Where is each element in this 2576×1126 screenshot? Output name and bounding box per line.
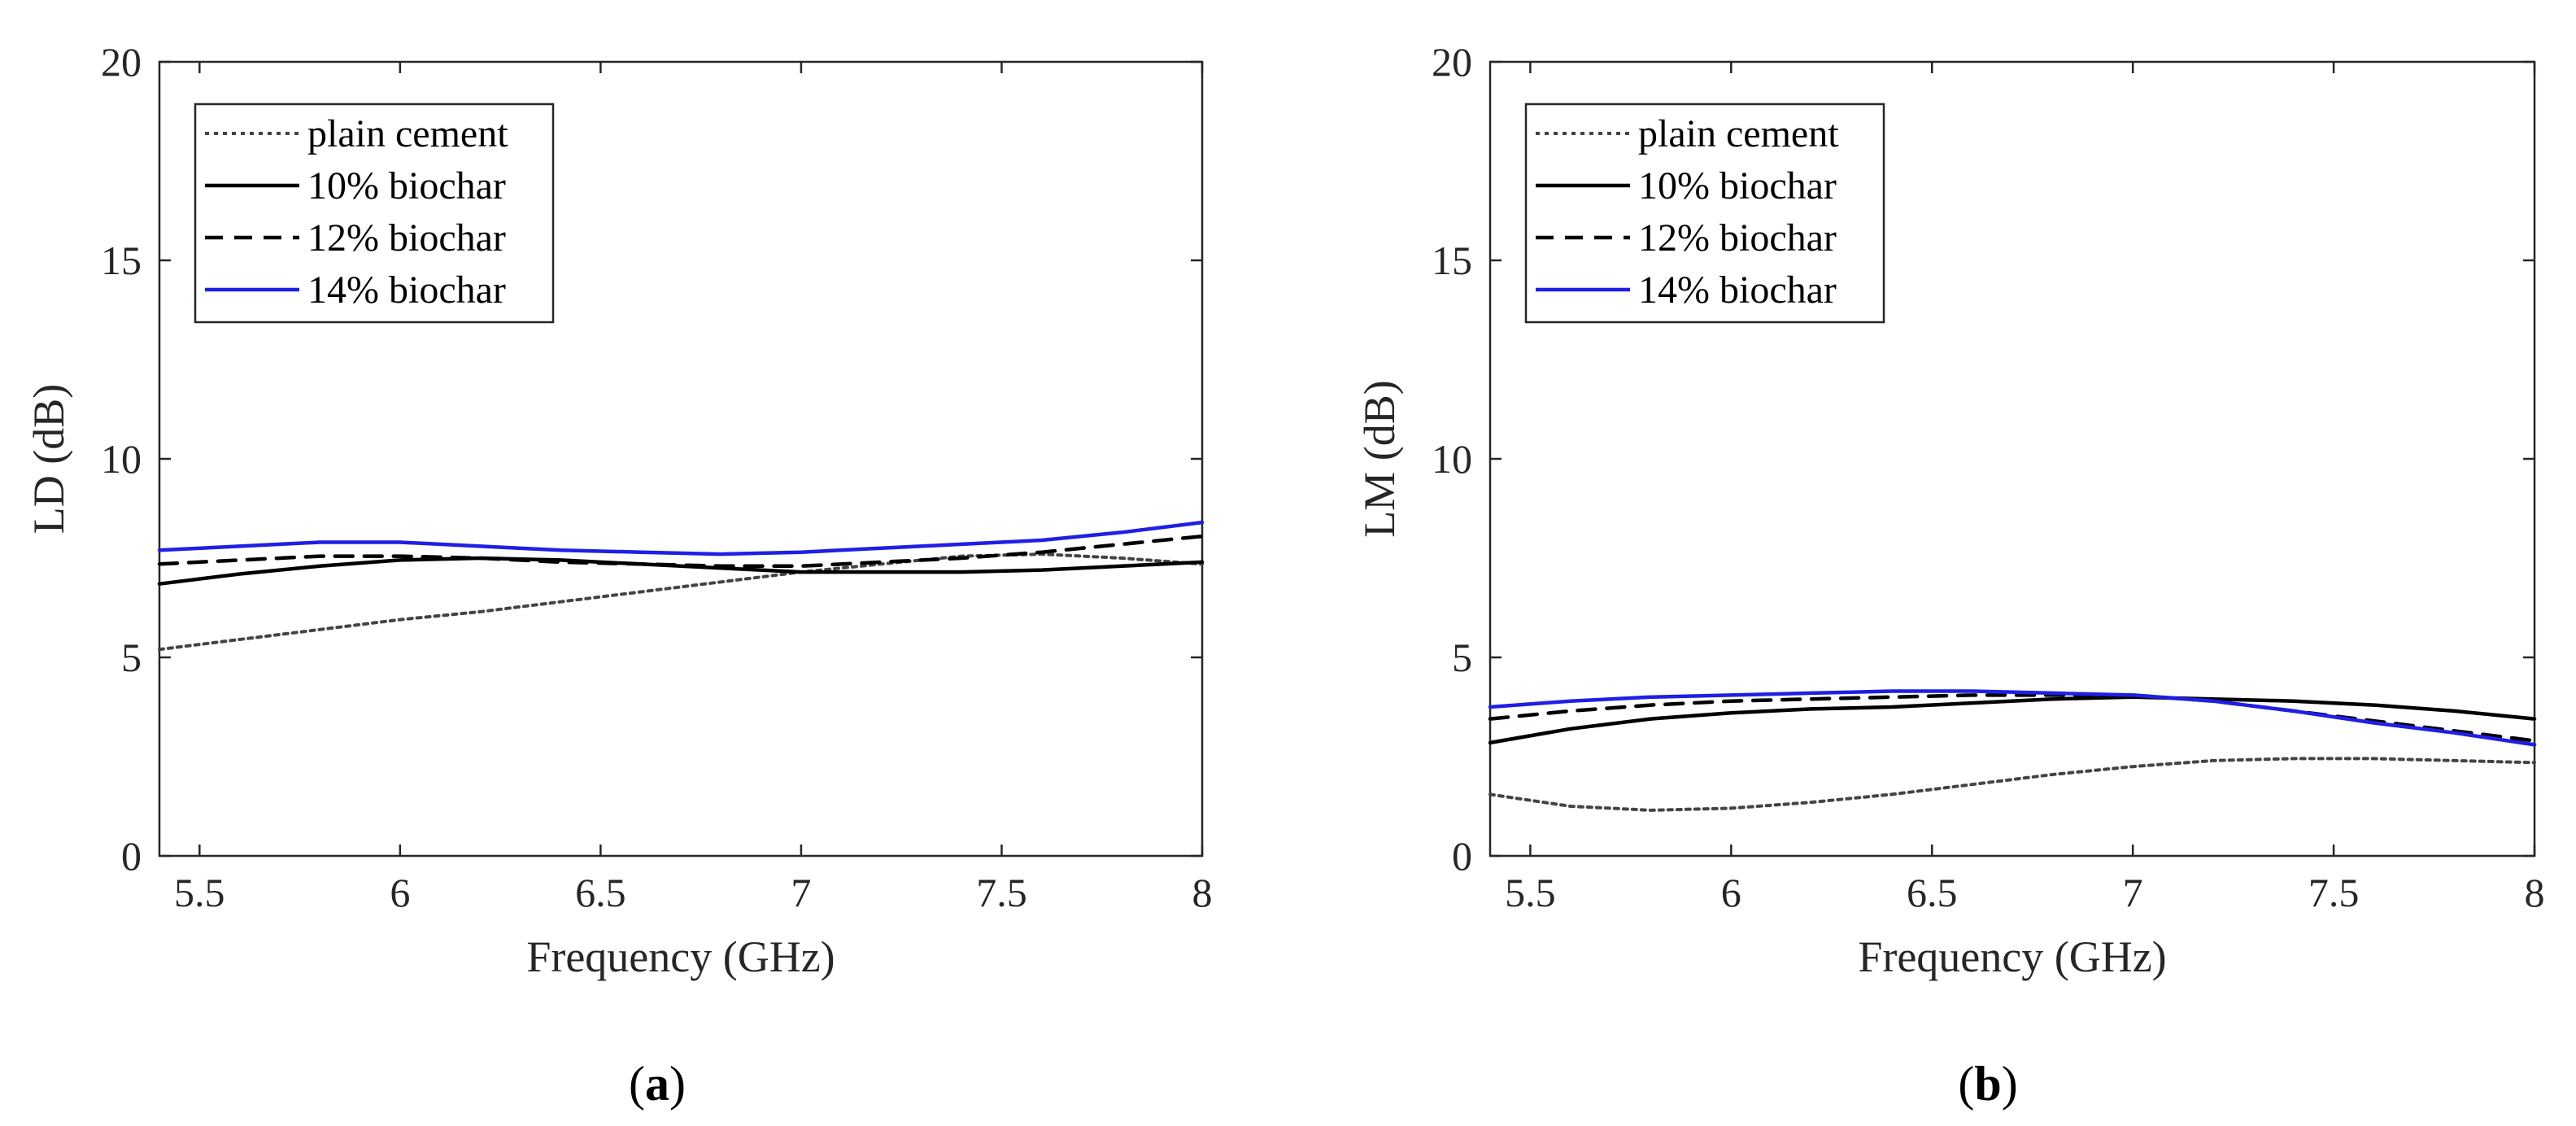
caption-letter: a (645, 1057, 669, 1111)
legend: plain cement 10% biochar 12% biochar 14% bi… (194, 103, 555, 324)
series-line-plain-cement (1489, 757, 2536, 812)
chart-panel-b: 5.5 6 6.5 7 7.5 8 0 5 10 15 20 Frequency (GHz) LM (d… (1355, 39, 2545, 1111)
legend-entry: 12% biochar (1638, 216, 1837, 260)
y-tick-label: 10 (1432, 436, 1472, 482)
legend-entry: plain cement (1638, 112, 1839, 155)
series-line-12-biochar (157, 534, 1205, 569)
caption-close-paren: ) (669, 1057, 686, 1111)
legend-box (1524, 103, 1885, 324)
y-tick-label: 0 (1452, 833, 1472, 879)
series-line-14-biochar (157, 520, 1205, 556)
x-tick-label: 7.5 (976, 870, 1027, 915)
legend-entry: 14% biochar (1638, 268, 1837, 312)
x-tick-label: 7 (2123, 870, 2143, 915)
legend-box (194, 103, 555, 324)
y-tick-label: 5 (121, 635, 142, 680)
y-tick-label: 15 (1432, 238, 1472, 283)
x-axis-label: Frequency (GHz) (526, 932, 835, 981)
x-axis-label: Frequency (GHz) (1858, 932, 2166, 981)
legend-entry: plain cement (307, 112, 508, 155)
y-tick-label: 15 (101, 238, 142, 283)
caption-letter: b (1974, 1057, 2001, 1111)
legend: plain cement 10% biochar 12% biochar 14% bi… (1524, 103, 1885, 324)
caption-open-paren: ( (1958, 1057, 1974, 1111)
x-tick-label: 6 (390, 870, 410, 915)
series-line-14-biochar (1488, 689, 2537, 747)
x-tick-label: 5.5 (1505, 870, 1556, 915)
series-line-plain-cement (158, 552, 1204, 652)
x-tick-label: 5.5 (174, 870, 225, 915)
chart-panel-a: 5.5 6 6.5 7 7.5 8 0 5 10 15 20 Frequency (GHz) LD (d… (24, 39, 1213, 1111)
x-tick-label: 7 (791, 870, 811, 915)
x-tick-label: 6.5 (575, 870, 626, 915)
series-line-12-biochar (1488, 693, 2537, 743)
x-tick-label: 8 (1192, 870, 1213, 915)
series-line-10-biochar (157, 556, 1205, 586)
y-axis-label: LD (dB) (24, 384, 73, 534)
y-tick-label: 5 (1452, 635, 1472, 680)
y-tick-label: 20 (101, 39, 142, 85)
legend-entry: 10% biochar (1638, 164, 1837, 207)
y-tick-label: 10 (101, 436, 142, 482)
y-tick-label: 20 (1432, 39, 1472, 85)
legend-entry: 10% biochar (307, 164, 506, 207)
panel-caption: (a) (629, 1057, 686, 1111)
x-tick-label: 7.5 (2308, 870, 2360, 915)
x-tick-label: 6.5 (1907, 870, 1958, 915)
x-tick-label: 6 (1721, 870, 1741, 915)
y-axis-label: LM (dB) (1355, 380, 1404, 537)
caption-close-paren: ) (2002, 1057, 2018, 1111)
series-line-10-biochar (1488, 695, 2537, 745)
caption-open-paren: ( (629, 1057, 645, 1111)
legend-entry: 12% biochar (307, 216, 506, 260)
panel-caption: (b) (1958, 1057, 2017, 1111)
x-tick-label: 8 (2525, 870, 2545, 915)
y-tick-label: 0 (121, 833, 142, 879)
legend-entry: 14% biochar (307, 268, 506, 312)
